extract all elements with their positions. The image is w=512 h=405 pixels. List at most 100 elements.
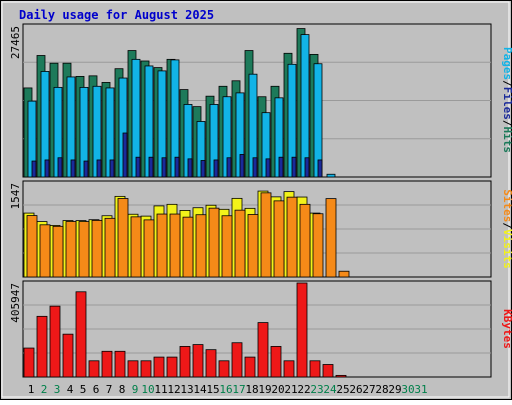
bar-sites [325,198,337,278]
bar-pages [304,157,310,178]
legend-entry: Pages [501,47,512,80]
x-tick-label: 26 [349,383,362,396]
bar-kbytes [114,350,126,378]
x-tick-label: 16 [219,383,232,396]
bar-kbytes [283,360,295,378]
x-tick-label: 8 [119,383,126,396]
chart-title: Daily usage for August 2025 [19,8,214,22]
x-tick-label: 12 [167,383,180,396]
bar-kbytes [153,356,165,378]
legend-entry: / [501,120,512,127]
bar-pages [187,158,193,178]
bar-sites [299,203,311,278]
chart-panel-3: 405947 KBytes [9,280,512,378]
y-axis-max-label: 1547 [9,183,22,210]
x-tick-label: 19 [258,383,271,396]
bar-kbytes [62,333,74,378]
bar-kbytes [23,347,35,378]
bar-sites [169,213,181,278]
x-tick-label: 1 [28,383,35,396]
bar-kbytes [244,356,256,378]
bar-pages [135,156,141,178]
bar-sites [221,215,233,278]
x-tick-label: 9 [132,383,139,396]
bar-sites [312,213,324,278]
bar-kbytes [101,350,113,378]
bar-pages [213,159,219,178]
x-tick-label: 7 [106,383,113,396]
x-tick-label: 29 [388,383,401,396]
bar-sites [195,214,207,278]
legend: Sites/Visits [501,189,512,269]
x-tick-label: 5 [80,383,87,396]
x-tick-label: 23 [310,383,323,396]
x-tick-label: 21 [284,383,297,396]
bar-files [300,34,310,178]
bar-sites [117,198,129,278]
bar-pages [44,159,50,178]
bar-sites [39,224,51,278]
bar-pages [174,156,180,178]
x-tick-label: 4 [67,383,74,396]
bar-kbytes [231,342,243,378]
legend-entry: / [501,222,512,229]
x-tick-label: 28 [375,383,388,396]
bar-files [326,173,336,178]
x-tick-label: 17 [232,383,245,396]
bar-kbytes [192,344,204,378]
bar-kbytes [322,364,334,378]
bar-pages [83,160,89,178]
legend: KBytes [501,309,512,349]
bar-sites [286,196,298,278]
chart-border-bevel [1,1,510,398]
bar-kbytes [270,346,282,378]
bar-pages [265,158,271,178]
bar-sites [52,225,64,278]
bar-sites [208,207,220,278]
chart-panel-2: 1547 Sites/Visits [9,180,512,278]
bar-sites [156,213,168,278]
legend-entry: Files [501,87,512,120]
legend-entry: Sites [501,189,512,222]
bar-pages [109,159,115,178]
bar-kbytes [75,291,87,378]
bar-kbytes [205,349,217,378]
x-tick-label: 22 [297,383,310,396]
bar-sites [91,220,103,278]
bar-sites [247,214,259,278]
bar-pages [252,157,258,178]
bar-pages [239,154,245,178]
bar-sites [143,219,155,278]
x-tick-label: 10 [141,383,154,396]
x-tick-label: 6 [93,383,100,396]
y-axis-max-label: 405947 [9,283,22,323]
bar-pages [31,160,37,178]
bar-kbytes [88,360,100,378]
bar-kbytes [166,356,178,378]
bar-kbytes [49,305,61,378]
bar-pages [70,159,76,178]
bar-sites [273,200,285,278]
x-tick-label: 24 [323,383,337,396]
bar-kbytes [309,360,321,378]
bar-sites [338,270,350,278]
y-axis-max-label: 27465 [9,26,22,59]
x-tick-label: 30 [401,383,414,396]
bar-sites [182,216,194,278]
x-tick-label: 27 [362,383,375,396]
x-tick-label: 2 [41,383,48,396]
legend-entry: Visits [501,229,512,269]
bar-sites [78,221,90,278]
bar-pages [291,156,297,178]
legend-entry: / [501,80,512,87]
bar-kbytes [140,360,152,378]
x-tick-label: 18 [245,383,258,396]
bar-kbytes [179,346,191,378]
legend-entry: KBytes [501,309,512,349]
x-tick-label: 11 [154,383,167,396]
bar-kbytes [36,315,48,378]
bar-sites [26,215,38,278]
